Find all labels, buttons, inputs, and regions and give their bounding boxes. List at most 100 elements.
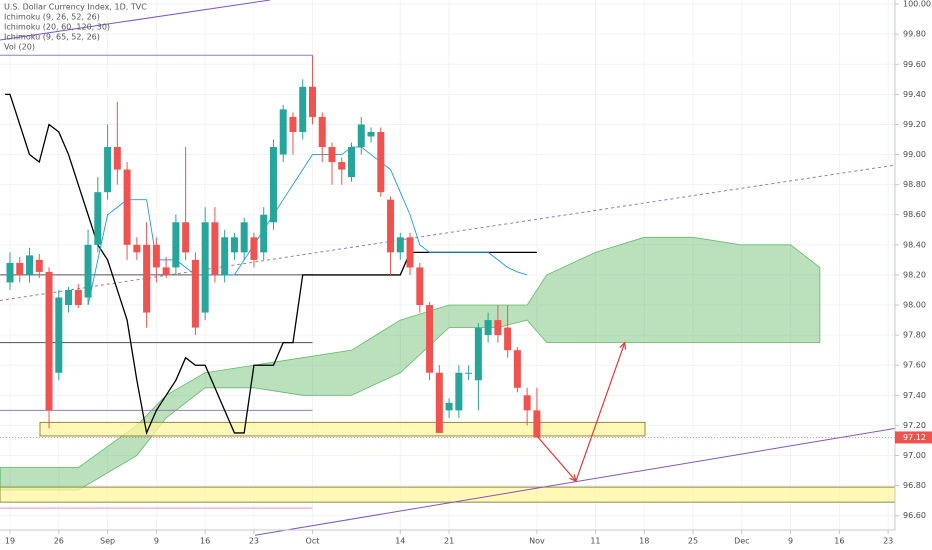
candle-body [338,162,346,170]
candle-body [35,259,43,272]
x-tick-label: 9 [154,537,159,546]
candle-body [406,237,414,268]
candle-body [387,199,395,253]
y-tick-label: 98.00 [903,301,926,310]
arrow-head [569,474,577,483]
y-tick-label: 96.60 [903,511,926,520]
candle-body [221,237,229,275]
candle-body [357,124,365,148]
candle-body [172,222,180,268]
candle-body [377,131,385,193]
candle-body [445,402,453,411]
trend-line [0,0,271,41]
x-tick-label: 19 [5,537,15,546]
candle-body [45,271,53,411]
x-tick-label: 25 [688,537,698,546]
candle-body [348,147,356,178]
y-tick-label: 97.80 [903,331,926,340]
candle-body [504,327,512,351]
candle-body [299,86,307,132]
candle-body [55,297,63,373]
candle-body [84,244,92,298]
candle-body [455,372,463,411]
y-tick-label: 97.60 [903,361,926,370]
candle-body [240,222,248,253]
legend-entry: Vol (20) [4,43,35,52]
x-tick-label: 23 [883,537,893,546]
x-tick-label: 16 [200,537,210,546]
arrow-head [619,341,627,350]
y-tick-label: 99.80 [903,30,926,39]
candle-body [143,244,151,313]
candle-body [152,244,160,268]
x-tick-label: 23 [249,537,259,546]
y-tick-label: 98.20 [903,270,926,279]
candle-body [289,116,297,132]
y-tick-label: 99.40 [903,90,926,99]
support-zone [39,421,646,437]
candle-body [474,327,482,381]
y-tick-label: 96.80 [903,481,926,490]
candle-body [269,147,277,223]
candle-body [133,244,141,253]
candle-body [328,147,336,163]
y-tick-label: 99.20 [903,120,926,129]
candle-body [65,289,73,306]
candle-body [279,109,287,155]
x-tick-label: Sep [100,537,115,546]
candle-body [113,147,121,170]
candle-body [201,222,209,313]
last-price-label: 97.12 [903,433,926,442]
candle-body [367,131,375,137]
candle-body [260,214,268,253]
candle-body [182,222,190,253]
candle-body [230,237,238,253]
indicator-line [87,146,528,306]
candle-body [26,255,34,275]
y-tick-label: 97.40 [903,391,926,400]
candle-body [250,237,258,260]
y-tick-label: 98.80 [903,180,926,189]
x-tick-label: Dec [734,537,749,546]
y-tick-label: 99.60 [903,60,926,69]
candle-body [484,320,492,336]
candle-body [318,116,326,148]
last-price-tag [895,431,932,444]
candle-body [426,305,434,373]
candle-body [211,222,219,275]
candle-body [6,262,14,283]
legend-entry: Ichimoku (9, 65, 52, 26) [4,33,100,42]
x-tick-label: 21 [444,537,454,546]
x-tick-label: 18 [639,537,649,546]
x-tick-label: Oct [306,537,320,546]
candle-body [435,372,443,433]
candle-body [104,147,112,193]
candle-body [494,320,502,336]
y-tick-label: 98.60 [903,210,926,219]
candle-body [396,237,404,253]
candle-body [533,410,541,438]
candle-body [465,372,473,374]
y-tick-label: 97.20 [903,421,926,430]
legend-entry: U.S. Dollar Currency Index, 1D, TVC [4,3,147,12]
candle-body [162,267,170,275]
legend-entry: Ichimoku (20, 60, 120, 30) [4,23,110,32]
candle-body [523,395,531,411]
ichimoku-cloud [0,236,821,491]
candle-body [416,267,424,306]
candle-body [74,289,82,306]
candle-body [191,259,199,328]
x-tick-label: 9 [788,537,793,546]
x-tick-label: 14 [395,537,405,546]
y-tick-label: 100.00 [903,0,931,9]
support-zone [0,486,896,503]
candle-body [308,86,316,117]
y-tick-label: 99.00 [903,150,926,159]
candle-body [94,192,102,245]
legend-entry: Ichimoku (9, 26, 52, 26) [4,13,100,22]
y-tick-label: 97.00 [903,451,926,460]
y-tick-label: 98.40 [903,240,926,249]
x-tick-label: 11 [590,537,600,546]
x-tick-label: Nov [529,537,545,546]
